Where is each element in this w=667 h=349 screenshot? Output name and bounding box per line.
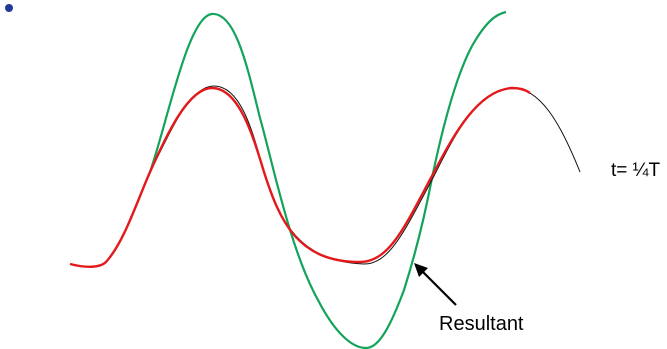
arrow-head <box>414 263 428 277</box>
resultant-label: Resultant <box>439 313 524 335</box>
bullet-dot-icon <box>5 4 13 12</box>
time-label: t= ¼T <box>611 160 661 181</box>
red-wave <box>69 86 531 268</box>
black-resultant-wave <box>149 85 581 265</box>
green-wave <box>148 10 507 349</box>
arrow-shaft <box>418 267 457 306</box>
arrow-pointer-icon <box>414 263 457 306</box>
